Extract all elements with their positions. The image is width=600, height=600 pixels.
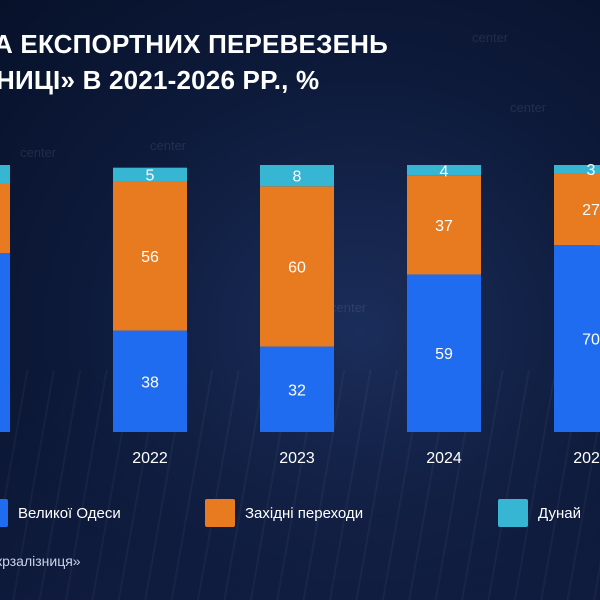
bar-segment-ports-2023 [260, 346, 334, 432]
bar-segment-ports-2024 [407, 274, 481, 432]
legend-swatch-ports [0, 499, 8, 527]
x-tick-label-2023: 2023 [279, 450, 315, 467]
legend-item-danube: Дунай [498, 498, 581, 528]
bar-2021-partial [0, 183, 10, 253]
data-label-western-2024: 37 [435, 218, 453, 235]
data-label-danube-2022: 5 [146, 167, 155, 184]
bar-segment-danube-2025 [554, 165, 600, 174]
bar-2021-partial [0, 165, 10, 183]
bar-segment-western-2025 [554, 173, 600, 246]
x-tick-label-2024: 2024 [426, 450, 462, 467]
bar-segment-danube-2022 [113, 167, 187, 182]
data-label-danube-2023: 8 [293, 169, 302, 186]
x-tick-label-2025: 2025 [573, 450, 600, 467]
legend-item-western: Західні переходи [205, 498, 363, 528]
data-label-danube-2025: 3 [587, 162, 596, 179]
chart-title: А ЕКСПОРТНИХ ПЕРЕВЕЗЕНЬ НИЦІ» В 2021-202… [0, 26, 600, 98]
source-note: крзалізниця» [0, 553, 81, 569]
chart-title-line-2: НИЦІ» В 2021-2026 РР., % [0, 65, 320, 95]
bar-segment-ports-2025 [554, 245, 600, 432]
bar-2021-partial [0, 253, 10, 432]
watermark: center [330, 300, 367, 315]
legend-swatch-danube [498, 499, 528, 527]
legend-label-ports: Великої Одеси [18, 504, 121, 522]
data-label-danube-2024: 4 [440, 163, 449, 180]
watermark: center [510, 100, 547, 115]
watermark: center [472, 30, 509, 45]
data-label-ports-2024: 59 [435, 346, 453, 363]
legend-label-danube: Дунай [538, 504, 581, 522]
bar-segment-western-2022 [113, 181, 187, 331]
data-label-western-2022: 56 [141, 249, 159, 266]
bar-segment-danube-2024 [407, 165, 481, 176]
bar-segment-danube-2023 [260, 165, 334, 187]
chart-title-line-1: А ЕКСПОРТНИХ ПЕРЕВЕЗЕНЬ [0, 29, 388, 59]
bar-segment-ports-2022 [113, 330, 187, 432]
watermark: center [20, 145, 57, 160]
legend-label-western: Західні переходи [245, 504, 364, 522]
legend-item-ports: Великої Одеси [0, 498, 121, 528]
watermark: center [150, 138, 187, 153]
data-label-ports-2023: 32 [288, 382, 306, 399]
x-tick-label-2022: 2022 [132, 450, 168, 467]
bar-segment-western-2023 [260, 186, 334, 347]
data-label-ports-2022: 38 [141, 374, 159, 391]
legend-swatch-western [205, 499, 235, 527]
data-label-ports-2025: 70 [582, 332, 600, 349]
data-label-western-2023: 60 [288, 259, 306, 276]
bar-segment-western-2024 [407, 175, 481, 275]
data-label-western-2025: 27 [582, 202, 600, 219]
